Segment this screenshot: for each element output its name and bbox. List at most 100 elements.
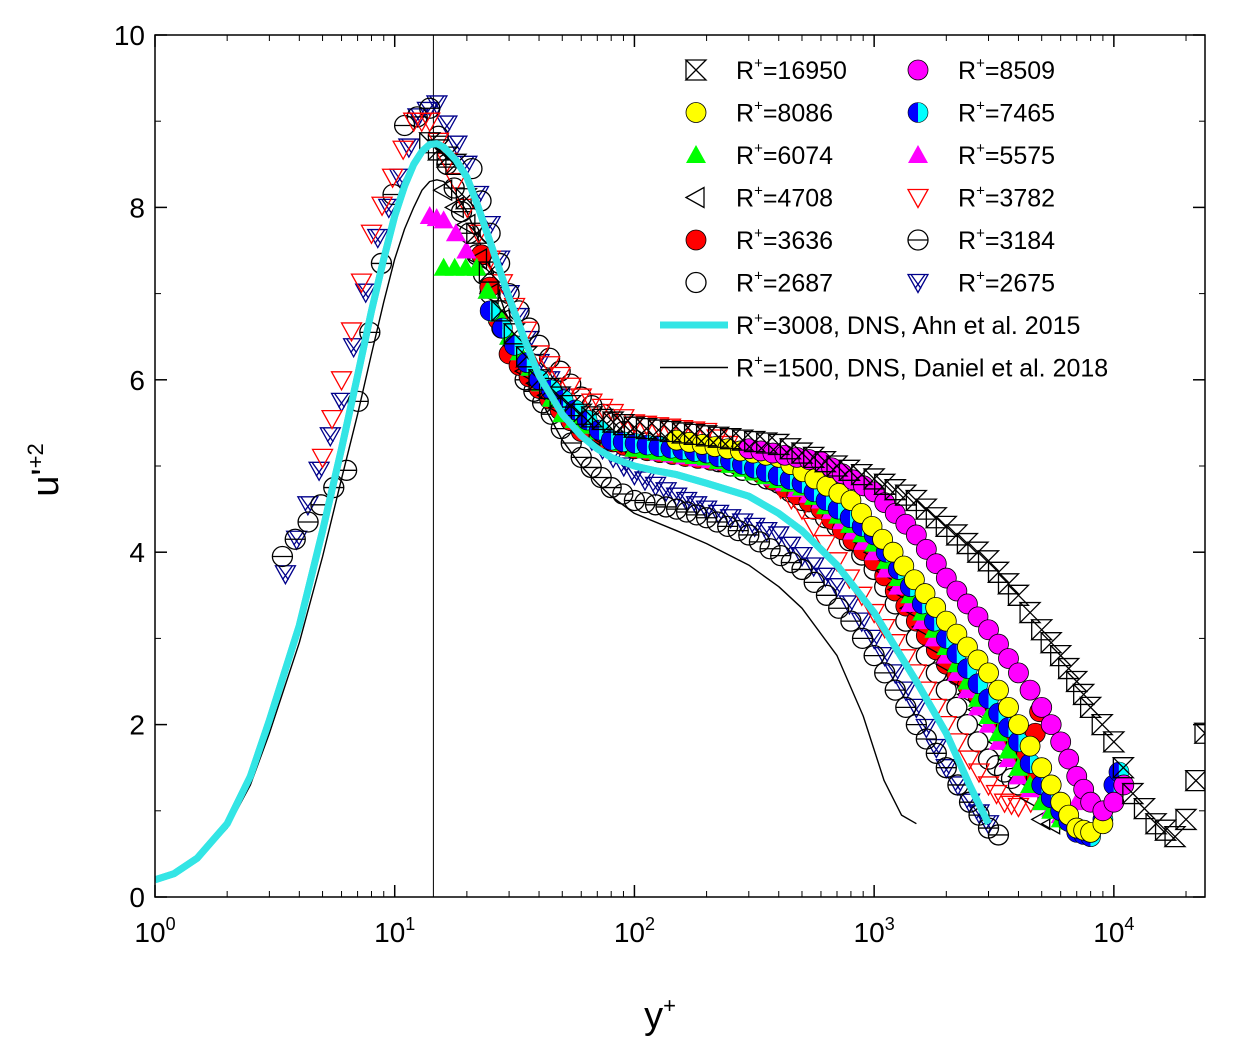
data-point	[707, 426, 731, 448]
legend-entry: R+=3008, DNS, Ahn et al. 2015	[660, 310, 1080, 340]
legend-marker	[907, 59, 929, 81]
legend-entry: R+=8086	[685, 98, 833, 128]
data-point	[622, 416, 646, 438]
data-point	[416, 101, 439, 122]
x-tick-label: 103	[854, 914, 895, 948]
data-point	[850, 586, 873, 607]
data-point	[570, 388, 593, 409]
data-point	[998, 648, 1019, 669]
data-point	[456, 240, 477, 259]
data-point	[591, 398, 614, 419]
data-point	[873, 618, 896, 639]
legend-marker	[907, 229, 929, 251]
data-point	[802, 446, 826, 469]
data-point	[659, 418, 682, 439]
data-point	[1121, 782, 1145, 805]
data-point	[1065, 670, 1089, 693]
data-point	[874, 662, 896, 684]
data-point	[717, 515, 739, 537]
data-point	[925, 742, 947, 764]
data-point	[381, 168, 404, 189]
data-point	[956, 713, 979, 736]
data-point	[1184, 769, 1205, 792]
data-point	[670, 422, 695, 444]
data-point	[882, 541, 904, 563]
data-point	[828, 597, 850, 619]
data-point	[767, 526, 790, 547]
data-point	[644, 494, 667, 516]
legend-label: R+=3782	[958, 183, 1055, 213]
data-point	[435, 146, 459, 168]
legend-label: R+=4708	[736, 183, 833, 213]
data-point	[590, 408, 615, 431]
data-point	[915, 718, 938, 739]
data-point	[1019, 735, 1041, 757]
data-point	[647, 417, 670, 438]
data-point	[1031, 696, 1053, 718]
data-point	[884, 679, 906, 701]
legend-marker	[685, 229, 707, 251]
data-point	[635, 415, 658, 436]
data-point	[955, 532, 979, 555]
data-point	[455, 213, 476, 236]
data-point	[727, 520, 749, 542]
data-point	[893, 555, 915, 577]
data-point	[743, 430, 767, 453]
data-point	[538, 356, 561, 377]
data-point	[904, 489, 928, 512]
data-point	[759, 538, 781, 560]
data-point	[914, 498, 938, 520]
data-point	[623, 489, 646, 512]
data-point	[883, 479, 907, 501]
data-point	[719, 428, 743, 450]
data-point	[285, 530, 308, 551]
data-point	[634, 491, 656, 514]
data-layer	[155, 95, 1205, 884]
data-point	[340, 322, 363, 343]
data-point	[1072, 683, 1096, 706]
data-point	[444, 172, 468, 193]
data-point	[1031, 757, 1053, 779]
data-point	[274, 565, 297, 586]
x-axis-label: y+	[644, 993, 676, 1037]
legend-label: R+=8509	[958, 55, 1055, 85]
data-point	[905, 524, 927, 546]
data-point	[342, 338, 365, 359]
data-point	[996, 573, 1021, 595]
data-point	[1008, 714, 1029, 735]
data-point	[1111, 757, 1135, 779]
y-tick-label: 6	[129, 365, 145, 396]
legend-entry: R+=3636	[685, 225, 833, 255]
legend-entry: R+=5575	[908, 140, 1055, 170]
data-point	[998, 740, 1019, 759]
data-point	[1153, 819, 1178, 841]
legend-marker	[906, 273, 930, 294]
data-point	[791, 558, 813, 581]
data-point	[767, 433, 791, 456]
data-point	[307, 461, 331, 482]
data-point	[443, 196, 464, 219]
data-point	[612, 483, 634, 505]
data-point	[1174, 808, 1198, 831]
data-point	[925, 553, 947, 575]
y-tick-label: 2	[129, 710, 145, 741]
data-point	[1008, 662, 1029, 684]
data-point	[976, 550, 1001, 572]
y-tick-label: 0	[129, 882, 145, 913]
data-point	[445, 223, 466, 242]
data-point	[419, 97, 441, 119]
data-point	[873, 473, 897, 495]
y-axis-label: u'+2	[23, 443, 67, 496]
legend-entry: R+=2687	[685, 268, 833, 298]
data-point	[392, 140, 415, 161]
data-point	[538, 347, 561, 369]
data-point	[706, 511, 728, 533]
data-point	[549, 366, 572, 387]
legend-entry: R+=3184	[907, 225, 1055, 255]
data-point	[320, 409, 344, 430]
data-point	[780, 551, 802, 574]
legend-marker	[684, 59, 708, 81]
data-point	[813, 451, 837, 473]
legend-marker	[684, 186, 705, 209]
data-point	[297, 511, 319, 533]
